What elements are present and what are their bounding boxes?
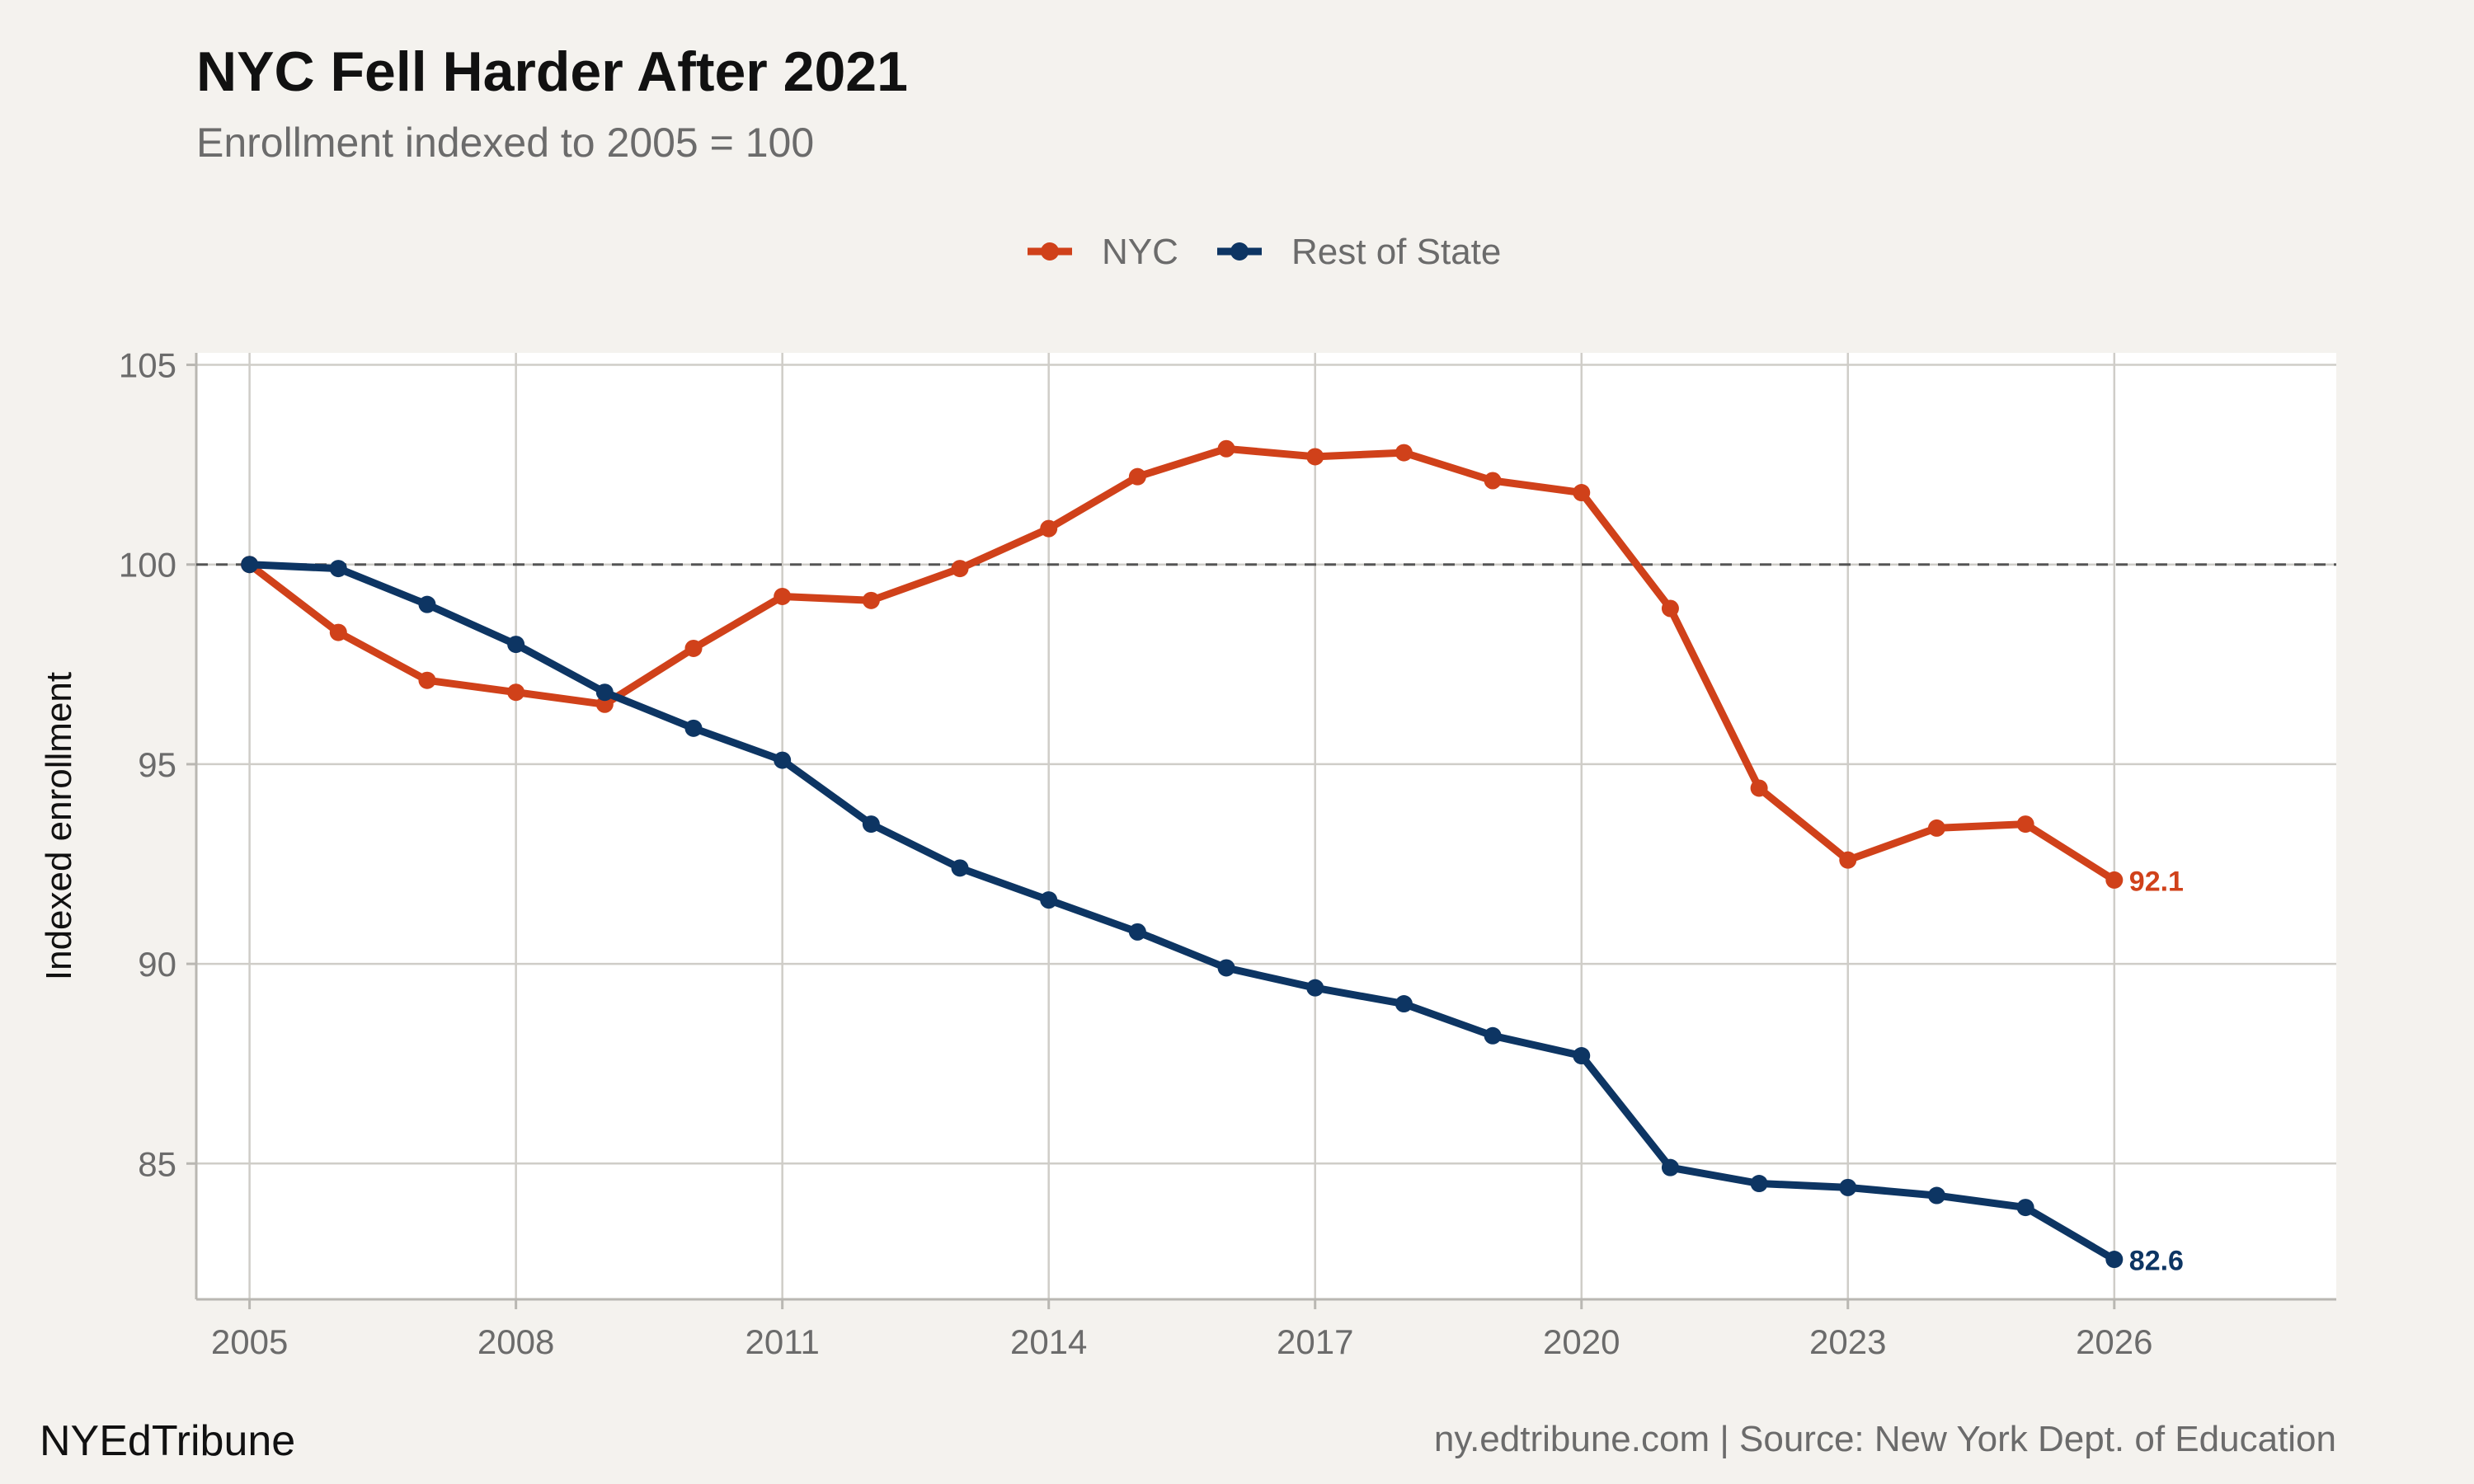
series-line-nyc bbox=[246, 444, 2119, 884]
data-point-rest-of-state bbox=[774, 751, 792, 769]
data-point-rest-of-state bbox=[951, 859, 969, 877]
data-point-nyc bbox=[1927, 819, 1945, 837]
data-point-rest-of-state bbox=[862, 815, 880, 834]
legend-item-rest-of-state: Rest of State bbox=[1217, 232, 1501, 272]
data-point-nyc bbox=[1573, 484, 1591, 502]
x-tick-label: 2017 bbox=[1277, 1322, 1353, 1361]
legend-label-rest-of-state: Rest of State bbox=[1291, 232, 1501, 272]
data-point-nyc bbox=[1750, 779, 1768, 797]
data-point-rest-of-state bbox=[1128, 923, 1146, 941]
series-line-rest-of-state bbox=[246, 561, 2119, 1264]
x-tick-label: 2008 bbox=[477, 1322, 554, 1361]
data-point-nyc bbox=[1128, 467, 1146, 486]
data-point-rest-of-state bbox=[507, 636, 525, 654]
data-point-rest-of-state bbox=[1927, 1186, 1945, 1205]
x-tick-label: 2023 bbox=[1809, 1322, 1886, 1361]
data-point-rest-of-state bbox=[1040, 891, 1058, 909]
y-tick-label: 95 bbox=[138, 745, 176, 784]
data-point-nyc bbox=[2105, 871, 2124, 889]
legend-label-nyc: NYC bbox=[1102, 232, 1178, 272]
y-tick-label: 85 bbox=[138, 1144, 176, 1183]
data-point-nyc bbox=[418, 671, 436, 689]
data-point-nyc bbox=[507, 683, 525, 702]
data-point-nyc bbox=[774, 587, 792, 605]
x-tick-label: 2020 bbox=[1543, 1322, 1620, 1361]
data-point-rest-of-state bbox=[418, 595, 436, 613]
series-layer: 92.1 82.6 bbox=[241, 439, 2184, 1277]
data-point-nyc bbox=[684, 639, 703, 657]
data-point-nyc bbox=[1484, 472, 1502, 490]
y-tick-label: 105 bbox=[119, 346, 176, 385]
x-tick-label: 2026 bbox=[2076, 1322, 2152, 1361]
data-point-nyc bbox=[1661, 599, 1679, 618]
x-gridlines bbox=[248, 353, 2116, 1299]
series-nyc: 92.1 bbox=[241, 439, 2184, 897]
y-tick-label: 90 bbox=[138, 945, 176, 984]
x-tick-label: 2005 bbox=[211, 1322, 288, 1361]
legend-key-rest-of-state-point bbox=[1230, 242, 1249, 261]
data-point-rest-of-state bbox=[2016, 1199, 2034, 1217]
data-point-nyc bbox=[951, 560, 969, 578]
data-point-rest-of-state bbox=[1217, 959, 1235, 977]
data-point-rest-of-state bbox=[1839, 1178, 1857, 1196]
data-point-rest-of-state bbox=[595, 683, 614, 702]
source-credit: ny.edtribune.com | Source: New York Dept… bbox=[1434, 1419, 2336, 1459]
chart-title: NYC Fell Harder After 2021 bbox=[196, 40, 908, 103]
end-label-nyc: 92.1 bbox=[2129, 866, 2184, 897]
y-axis-ticks: 85 90 95 100 105 bbox=[119, 346, 196, 1183]
legend-item-nyc: NYC bbox=[1028, 232, 1178, 272]
data-point-nyc bbox=[329, 623, 347, 641]
data-point-nyc bbox=[1217, 439, 1235, 458]
data-point-nyc bbox=[1839, 851, 1857, 869]
legend-key-nyc-point bbox=[1041, 242, 1059, 261]
x-tick-label: 2014 bbox=[1010, 1322, 1087, 1361]
brand-name: NYEdTribune bbox=[40, 1417, 295, 1465]
data-point-rest-of-state bbox=[241, 556, 259, 574]
data-point-rest-of-state bbox=[329, 560, 347, 578]
data-point-nyc bbox=[1040, 519, 1058, 538]
chart-subtitle: Enrollment indexed to 2005 = 100 bbox=[196, 120, 814, 166]
x-tick-label: 2011 bbox=[745, 1322, 819, 1361]
data-point-nyc bbox=[862, 591, 880, 609]
legend: NYC Rest of State bbox=[1028, 232, 1501, 272]
y-axis-title: Indexed enrollment bbox=[39, 672, 79, 980]
data-point-rest-of-state bbox=[684, 719, 703, 737]
series-rest-of-state: 82.6 bbox=[241, 556, 2184, 1277]
data-point-nyc bbox=[1395, 444, 1413, 462]
data-point-rest-of-state bbox=[1750, 1175, 1768, 1193]
data-point-rest-of-state bbox=[1306, 979, 1324, 997]
data-point-rest-of-state bbox=[1573, 1047, 1591, 1065]
data-point-rest-of-state bbox=[1484, 1026, 1502, 1045]
data-point-nyc bbox=[1306, 448, 1324, 466]
end-label-rest-of-state: 82.6 bbox=[2129, 1246, 2184, 1277]
data-point-nyc bbox=[595, 695, 614, 713]
y-tick-label: 100 bbox=[119, 546, 176, 585]
data-point-rest-of-state bbox=[1395, 995, 1413, 1013]
data-point-rest-of-state bbox=[2105, 1251, 2124, 1269]
x-axis-ticks: 2005 2008 2011 2014 2017 2020 2023 2026 bbox=[211, 1299, 2153, 1361]
data-point-rest-of-state bbox=[1661, 1158, 1679, 1176]
data-point-nyc bbox=[2016, 815, 2034, 834]
